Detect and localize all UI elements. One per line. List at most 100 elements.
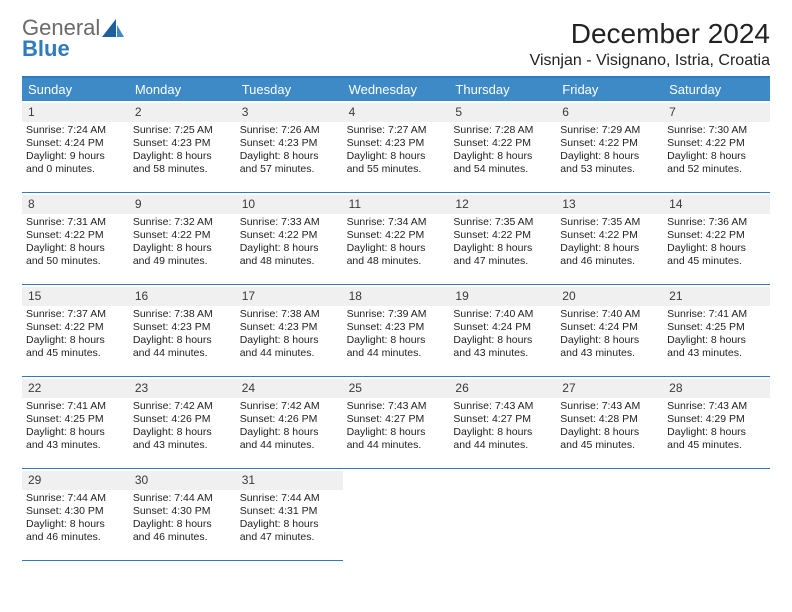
sunset-text: Sunset: 4:31 PM (240, 505, 339, 518)
day-number: 27 (556, 379, 663, 398)
calendar-cell: 14Sunrise: 7:36 AMSunset: 4:22 PMDayligh… (663, 193, 770, 285)
sunrise-text: Sunrise: 7:25 AM (133, 124, 232, 137)
calendar-cell: 18Sunrise: 7:39 AMSunset: 4:23 PMDayligh… (343, 285, 450, 377)
calendar-cell: 6Sunrise: 7:29 AMSunset: 4:22 PMDaylight… (556, 101, 663, 193)
sunset-text: Sunset: 4:27 PM (453, 413, 552, 426)
daylight-line1: Daylight: 8 hours (667, 242, 766, 255)
sunrise-text: Sunrise: 7:35 AM (560, 216, 659, 229)
sunrise-text: Sunrise: 7:34 AM (347, 216, 446, 229)
day-number: 4 (343, 103, 450, 122)
daylight-line1: Daylight: 8 hours (240, 518, 339, 531)
page-header: General Blue December 2024 Visnjan - Vis… (22, 18, 770, 70)
sunset-text: Sunset: 4:30 PM (133, 505, 232, 518)
calendar-cell: 25Sunrise: 7:43 AMSunset: 4:27 PMDayligh… (343, 377, 450, 469)
daylight-line2: and 58 minutes. (133, 163, 232, 176)
calendar-cell: 30 Sunrise: 7:44 AMSunset: 4:30 PMDayligh… (129, 469, 236, 561)
daylight-line1: Daylight: 8 hours (133, 518, 232, 531)
sunrise-text: Sunrise: 7:35 AM (453, 216, 552, 229)
calendar-cell: 11Sunrise: 7:34 AMSunset: 4:22 PMDayligh… (343, 193, 450, 285)
daylight-line2: and 43 minutes. (560, 347, 659, 360)
calendar-cell: 24Sunrise: 7:42 AMSunset: 4:26 PMDayligh… (236, 377, 343, 469)
daylight-line2: and 46 minutes. (26, 531, 125, 544)
daylight-line2: and 52 minutes. (667, 163, 766, 176)
daylight-line2: and 49 minutes. (133, 255, 232, 268)
daylight-line1: Daylight: 8 hours (240, 150, 339, 163)
daylight-line2: and 46 minutes. (560, 255, 659, 268)
sunrise-text: Sunrise: 7:40 AM (560, 308, 659, 321)
daylight-line1: Daylight: 8 hours (453, 242, 552, 255)
calendar-cell: 27Sunrise: 7:43 AMSunset: 4:28 PMDayligh… (556, 377, 663, 469)
daylight-line1: Daylight: 8 hours (133, 242, 232, 255)
daylight-line1: Daylight: 8 hours (26, 426, 125, 439)
daylight-line1: Daylight: 8 hours (347, 150, 446, 163)
calendar-cell: 17Sunrise: 7:38 AMSunset: 4:23 PMDayligh… (236, 285, 343, 377)
daylight-line2: and 54 minutes. (453, 163, 552, 176)
daylight-line1: Daylight: 9 hours (26, 150, 125, 163)
day-number: 6 (556, 103, 663, 122)
sunrise-text: Sunrise: 7:41 AM (26, 400, 125, 413)
calendar-cell: 2 Sunrise: 7:25 AMSunset: 4:23 PMDaylight… (129, 101, 236, 193)
calendar-cell: 21Sunrise: 7:41 AMSunset: 4:25 PMDayligh… (663, 285, 770, 377)
calendar-cell: 31Sunrise: 7:44 AMSunset: 4:31 PMDayligh… (236, 469, 343, 561)
sunset-text: Sunset: 4:25 PM (26, 413, 125, 426)
calendar-cell-empty (556, 469, 663, 561)
day-number: 8 (22, 195, 129, 214)
daylight-line1: Daylight: 8 hours (347, 426, 446, 439)
title-block: December 2024 Visnjan - Visignano, Istri… (530, 18, 770, 70)
brand-logo: General Blue (22, 18, 124, 60)
sunset-text: Sunset: 4:28 PM (560, 413, 659, 426)
weekday-header: Saturday (663, 78, 770, 101)
sunrise-text: Sunrise: 7:36 AM (667, 216, 766, 229)
daylight-line1: Daylight: 8 hours (667, 426, 766, 439)
sunrise-text: Sunrise: 7:44 AM (26, 492, 125, 505)
calendar-cell: 4Sunrise: 7:27 AMSunset: 4:23 PMDaylight… (343, 101, 450, 193)
daylight-line2: and 0 minutes. (26, 163, 125, 176)
day-number: 16 (129, 287, 236, 306)
calendar-cell: 19Sunrise: 7:40 AMSunset: 4:24 PMDayligh… (449, 285, 556, 377)
sunset-text: Sunset: 4:23 PM (240, 137, 339, 150)
day-number: 17 (236, 287, 343, 306)
sunrise-text: Sunrise: 7:43 AM (667, 400, 766, 413)
sunrise-text: Sunrise: 7:44 AM (133, 492, 232, 505)
sunset-text: Sunset: 4:25 PM (667, 321, 766, 334)
daylight-line2: and 47 minutes. (240, 531, 339, 544)
calendar-cell: 5Sunrise: 7:28 AMSunset: 4:22 PMDaylight… (449, 101, 556, 193)
daylight-line1: Daylight: 8 hours (133, 150, 232, 163)
sunrise-text: Sunrise: 7:30 AM (667, 124, 766, 137)
weekday-header: Friday (556, 78, 663, 101)
day-number: 13 (556, 195, 663, 214)
sunset-text: Sunset: 4:29 PM (667, 413, 766, 426)
daylight-line1: Daylight: 8 hours (240, 242, 339, 255)
daylight-line2: and 50 minutes. (26, 255, 125, 268)
calendar-cell: 13Sunrise: 7:35 AMSunset: 4:22 PMDayligh… (556, 193, 663, 285)
daylight-line2: and 55 minutes. (347, 163, 446, 176)
daylight-line1: Daylight: 8 hours (347, 242, 446, 255)
daylight-line2: and 48 minutes. (347, 255, 446, 268)
daylight-line1: Daylight: 8 hours (453, 334, 552, 347)
daylight-line1: Daylight: 8 hours (26, 242, 125, 255)
daylight-line1: Daylight: 8 hours (560, 334, 659, 347)
calendar-cell: 10Sunrise: 7:33 AMSunset: 4:22 PMDayligh… (236, 193, 343, 285)
daylight-line2: and 45 minutes. (667, 439, 766, 452)
weekday-header: Sunday (22, 78, 129, 101)
day-number: 2 (129, 103, 236, 122)
sunset-text: Sunset: 4:23 PM (133, 321, 232, 334)
sunset-text: Sunset: 4:26 PM (240, 413, 339, 426)
logo-sail-icon (102, 19, 124, 37)
daylight-line1: Daylight: 8 hours (667, 150, 766, 163)
day-number: 25 (343, 379, 450, 398)
daylight-line1: Daylight: 8 hours (347, 334, 446, 347)
day-number: 11 (343, 195, 450, 214)
daylight-line2: and 47 minutes. (453, 255, 552, 268)
sunset-text: Sunset: 4:24 PM (26, 137, 125, 150)
day-number: 30 (129, 471, 236, 490)
sunrise-text: Sunrise: 7:40 AM (453, 308, 552, 321)
sunset-text: Sunset: 4:23 PM (133, 137, 232, 150)
calendar-cell: 12Sunrise: 7:35 AMSunset: 4:22 PMDayligh… (449, 193, 556, 285)
sunrise-text: Sunrise: 7:32 AM (133, 216, 232, 229)
daylight-line1: Daylight: 8 hours (240, 426, 339, 439)
calendar-cell: 7Sunrise: 7:30 AMSunset: 4:22 PMDaylight… (663, 101, 770, 193)
daylight-line2: and 43 minutes. (453, 347, 552, 360)
weekday-header: Monday (129, 78, 236, 101)
daylight-line2: and 43 minutes. (667, 347, 766, 360)
